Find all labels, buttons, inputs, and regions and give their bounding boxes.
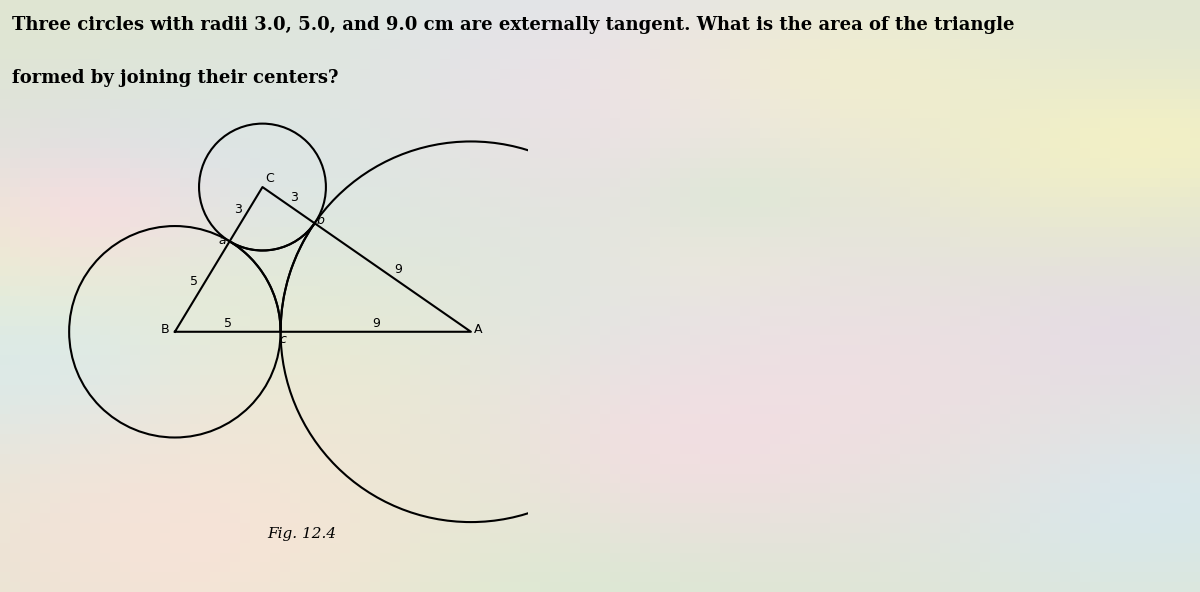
Text: 9: 9 [372,317,379,330]
Text: c: c [280,333,286,346]
Text: 9: 9 [395,263,402,276]
Text: A: A [474,323,482,336]
Text: Three circles with radii 3.0, 5.0, and 9.0 cm are externally tangent. What is th: Three circles with radii 3.0, 5.0, and 9… [12,16,1014,34]
Text: 5: 5 [190,275,198,288]
Text: B: B [161,323,169,336]
Text: Fig. 12.4: Fig. 12.4 [268,527,336,541]
Text: formed by joining their centers?: formed by joining their centers? [12,69,338,87]
Text: 3: 3 [234,203,242,215]
Text: 5: 5 [223,317,232,330]
Text: a: a [218,234,226,247]
Text: b: b [317,214,325,227]
Text: 3: 3 [290,191,298,204]
Text: C: C [265,172,275,185]
